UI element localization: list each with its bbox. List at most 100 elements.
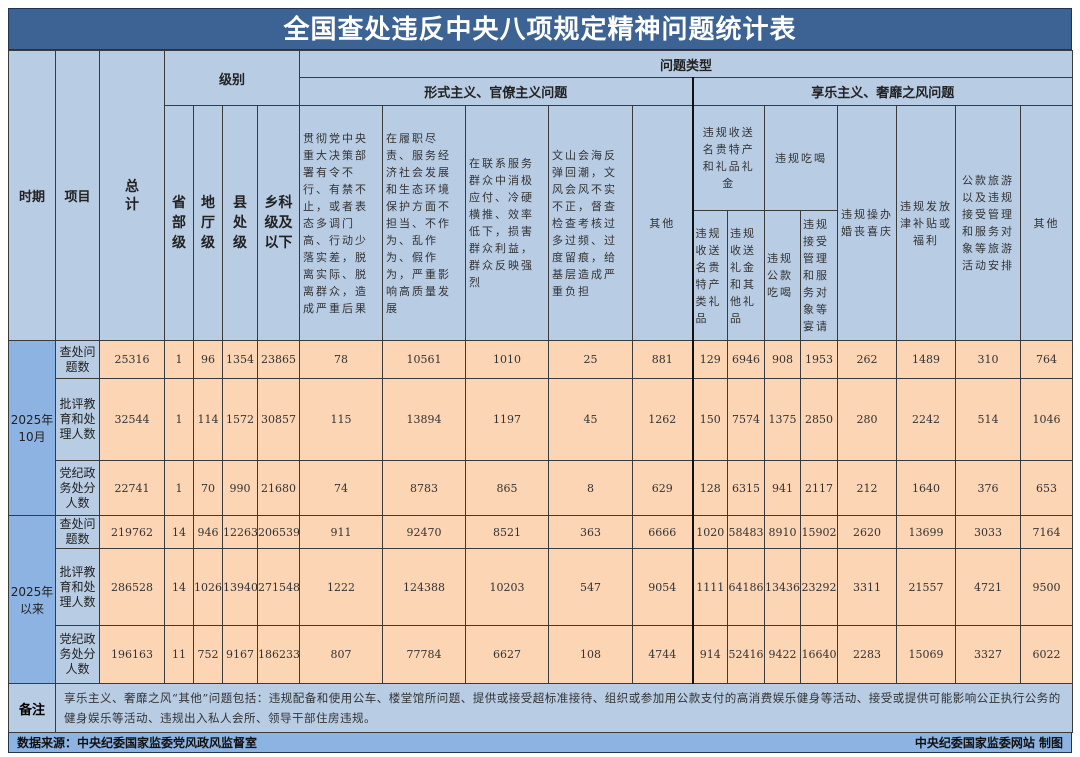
stats-table: 时期 项目 总计 级别 问题类型 形式主义、官僚主义问题 享乐主义、奢靡之风问题… (8, 50, 1074, 733)
value-cell: 262 (837, 340, 898, 379)
header-formalism-group: 形式主义、官僚主义问题 (299, 77, 694, 106)
value-cell: 13894 (382, 378, 467, 461)
value-cell: 219762 (99, 515, 165, 549)
table-body: 2025年10月 查处问题数 25316 1 96 1354 23865 78 10561 101… (8, 340, 1074, 684)
value-cell: 1111 (691, 548, 729, 626)
header-eat-col-banquet: 违规接受管理和服务对象等宴请 (800, 210, 839, 341)
value-cell: 70 (193, 460, 223, 516)
value-cell: 547 (548, 548, 634, 626)
value-cell: 4721 (955, 548, 1022, 626)
value-cell: 941 (764, 460, 802, 516)
item-cell: 查处问题数 (55, 340, 100, 379)
value-cell: 14 (164, 548, 194, 626)
value-cell: 865 (465, 460, 550, 516)
value-cell: 3311 (837, 548, 898, 626)
value-cell: 764 (1020, 340, 1074, 379)
header-item: 项目 (55, 50, 100, 341)
value-cell: 1640 (896, 460, 957, 516)
value-cell: 96 (193, 340, 223, 379)
value-cell: 8 (548, 460, 634, 516)
header-eat-col-public: 违规公款吃喝 (764, 210, 802, 341)
value-cell: 15069 (896, 625, 957, 684)
value-cell: 11 (164, 625, 194, 684)
value-cell: 13699 (896, 515, 957, 549)
header-gift-col-specialty: 违规收送名贵特产类礼品 (691, 210, 729, 341)
header-formalism-col-1: 贯彻党中央重大决策部署有令不行、有禁不止，或者表态多调门高、行动少落实差，脱离实… (299, 105, 384, 341)
value-cell: 1262 (632, 378, 694, 461)
header-gift-col-cash: 违规收送礼金和其他礼品 (727, 210, 766, 341)
table-row: 党纪政务处分人数 196163 11 752 9167 186233 807 77784 662… (9, 625, 1074, 684)
value-cell: 8521 (465, 515, 550, 549)
header-period: 时期 (8, 50, 56, 341)
value-cell: 7574 (727, 378, 766, 461)
header-problem-type: 问题类型 (299, 50, 1074, 78)
value-cell: 115 (299, 378, 384, 461)
header-formalism-col-4: 文山会海反弹回潮，文风会风不实不正，督查检查考核过多过频、过度留痕，给基层造成严… (548, 105, 634, 341)
value-cell: 271548 (256, 548, 301, 626)
table-row: 2025年10月 查处问题数 25316 1 96 1354 23865 78 10561 101… (8, 340, 1074, 516)
table-row: 批评教育和处理人数 32544 1 114 1572 30857 115 13894 1197 4… (9, 378, 1074, 461)
value-cell: 1020 (691, 515, 729, 549)
value-cell: 1197 (465, 378, 550, 461)
value-cell: 653 (1020, 460, 1074, 516)
period-cell: 2025年10月 (8, 340, 56, 516)
value-cell: 108 (548, 625, 634, 684)
value-cell: 1489 (896, 340, 957, 379)
value-cell: 22741 (99, 460, 165, 516)
value-cell: 13940 (222, 548, 258, 626)
value-cell: 911 (299, 515, 384, 549)
value-cell: 186233 (256, 625, 301, 684)
value-cell: 2117 (800, 460, 839, 516)
value-cell: 1354 (222, 340, 258, 379)
value-cell: 6666 (632, 515, 694, 549)
value-cell: 25316 (99, 340, 165, 379)
value-cell: 206539 (256, 515, 301, 549)
value-cell: 6315 (727, 460, 766, 516)
value-cell: 2620 (837, 515, 898, 549)
value-cell: 15902 (800, 515, 839, 549)
value-cell: 1375 (764, 378, 802, 461)
value-cell: 12263 (222, 515, 258, 549)
value-cell: 8783 (382, 460, 467, 516)
value-cell: 150 (691, 378, 729, 461)
header-hedonism-group: 享乐主义、奢靡之风问题 (691, 77, 1074, 106)
value-cell: 21680 (256, 460, 301, 516)
value-cell: 908 (764, 340, 802, 379)
item-cell: 批评教育和处理人数 (55, 548, 100, 626)
value-cell: 1046 (1020, 378, 1074, 461)
value-cell: 45 (548, 378, 634, 461)
value-cell: 946 (193, 515, 223, 549)
value-cell: 286528 (99, 548, 165, 626)
value-cell: 2850 (800, 378, 839, 461)
value-cell: 514 (955, 378, 1022, 461)
value-cell: 6946 (727, 340, 766, 379)
value-cell: 1 (164, 340, 194, 379)
value-cell: 124388 (382, 548, 467, 626)
item-cell: 党纪政务处分人数 (55, 625, 100, 684)
value-cell: 114 (193, 378, 223, 461)
value-cell: 58483 (727, 515, 766, 549)
header-level: 级别 (163, 50, 301, 106)
value-cell: 8910 (764, 515, 802, 549)
item-cell: 党纪政务处分人数 (55, 460, 100, 516)
value-cell: 129 (691, 340, 729, 379)
header-level-prefecture: 地厅级 (193, 105, 223, 341)
value-cell: 92470 (382, 515, 467, 549)
value-cell: 9054 (632, 548, 694, 626)
header-gift-group: 违规收送名贵特产和礼品礼金 (691, 105, 766, 211)
header-formalism-other: 其他 (632, 105, 694, 341)
value-cell: 807 (299, 625, 384, 684)
value-cell: 1026 (193, 548, 223, 626)
value-cell: 363 (548, 515, 634, 549)
value-cell: 9167 (222, 625, 258, 684)
value-cell: 6022 (1020, 625, 1074, 684)
value-cell: 64186 (727, 548, 766, 626)
header-hedonism-col-weddings: 违规操办婚丧喜庆 (837, 105, 898, 341)
value-cell: 629 (632, 460, 694, 516)
value-cell: 1953 (800, 340, 839, 379)
value-cell: 280 (837, 378, 898, 461)
value-cell: 212 (837, 460, 898, 516)
value-cell: 9422 (764, 625, 802, 684)
value-cell: 752 (193, 625, 223, 684)
header-level-township: 乡科级及以下 (256, 105, 301, 341)
